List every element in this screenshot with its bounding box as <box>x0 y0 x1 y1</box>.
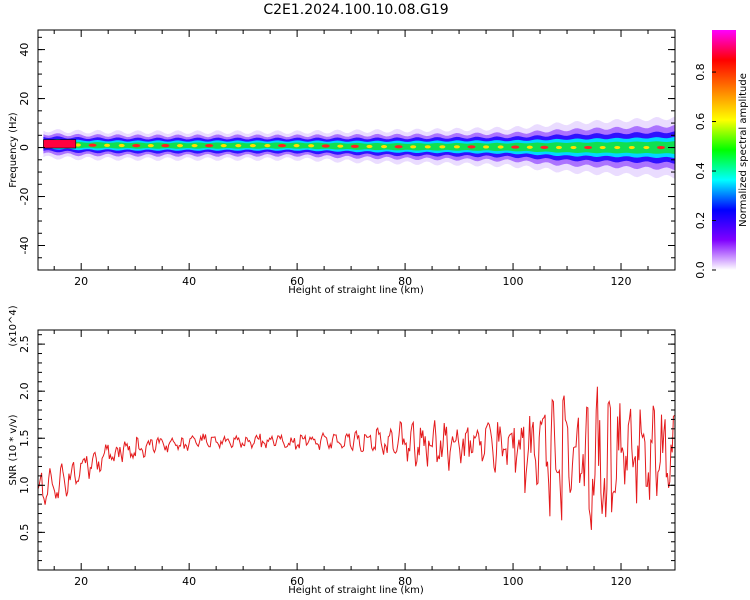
spectral-peak <box>394 145 403 149</box>
spectral-peak <box>439 145 446 149</box>
chart-title: C2E1.2024.100.10.08.G19 <box>263 2 448 18</box>
x-tick-label: 100 <box>503 275 524 288</box>
spectral-peak <box>321 144 330 148</box>
colorbar-tick-label: 0.4 <box>694 162 707 180</box>
colorbar-label: Normalized spectral amplitude <box>738 73 749 227</box>
spectral-peak <box>249 143 256 148</box>
spectral-peak <box>483 145 490 149</box>
spectral-peak <box>220 143 227 148</box>
spectral-peak <box>74 143 81 147</box>
x-tick-label: 40 <box>182 575 196 588</box>
x-tick-label: 120 <box>611 275 632 288</box>
y-tick-label: 20 <box>18 92 31 106</box>
spectral-strong-segment <box>43 139 77 149</box>
spectral-peak <box>628 145 635 150</box>
y-tick-label: 0.5 <box>18 524 31 542</box>
spectral-peak <box>176 143 183 148</box>
snr-series-line <box>37 386 675 530</box>
spectral-peak <box>132 143 141 148</box>
spectrogram-y-ticks: 40 20 0 -20 -40 <box>18 36 675 271</box>
spectral-peak <box>293 143 300 148</box>
spectral-peak <box>350 144 359 148</box>
snr-frame <box>37 329 676 571</box>
colorbar-ticks: 0.0 0.2 0.4 0.6 0.8 <box>694 63 716 279</box>
spectral-peak <box>570 145 577 150</box>
snr-y-ticks: 0.5 1.0 1.5 2.0 2.5 <box>18 334 675 571</box>
spectral-peak <box>381 145 388 149</box>
colorbar-tick-label: 0.0 <box>694 261 707 279</box>
spectral-peak <box>540 145 549 149</box>
spectral-peak <box>467 145 476 149</box>
y-tick-label: 0 <box>18 144 31 151</box>
x-tick-label: 60 <box>290 575 304 588</box>
spectral-peak <box>118 143 125 148</box>
snr-x-ticks: 20 40 60 80 100 120 <box>53 330 676 588</box>
colorbar: 0.0 0.2 0.4 0.6 0.8 Normalized spectral ampl… <box>694 30 749 279</box>
spectral-peak <box>584 145 593 150</box>
spectral-peak <box>104 143 111 147</box>
spectrogram-panel: 20 40 60 80 100 120 40 20 0 -20 -40 Height of str… <box>8 29 676 296</box>
y-tick-label: -40 <box>18 237 31 255</box>
x-tick-label: 80 <box>398 275 412 288</box>
x-tick-label: 40 <box>182 275 196 288</box>
y-tick-label: 1.0 <box>18 477 31 495</box>
spectral-peak <box>497 145 504 149</box>
spectral-peak <box>526 145 533 149</box>
spectral-peak <box>410 145 417 149</box>
x-tick-label: 20 <box>74 275 88 288</box>
spectrogram-frame <box>37 29 676 271</box>
y-tick-label: 2.5 <box>18 335 31 353</box>
snr-x-label: Height of straight line (km) <box>288 585 424 596</box>
x-tick-label: 60 <box>290 275 304 288</box>
y-tick-label: -20 <box>18 188 31 206</box>
snr-plot-area <box>38 330 675 570</box>
snr-panel: 20 40 60 80 100 120 0.5 1.0 1.5 2.0 2.5 Height of… <box>8 305 676 596</box>
spectral-peak <box>614 145 621 150</box>
spectrogram-x-ticks: 20 40 60 80 100 120 <box>53 30 676 288</box>
x-tick-label: 80 <box>398 575 412 588</box>
colorbar-gradient <box>712 30 736 270</box>
colorbar-tick-label: 0.2 <box>694 212 707 230</box>
x-tick-label: 100 <box>503 575 524 588</box>
x-tick-label: 20 <box>74 575 88 588</box>
x-tick-label: 120 <box>611 575 632 588</box>
spectral-peak <box>205 143 214 148</box>
spectral-peak <box>555 145 562 150</box>
spectral-band <box>43 141 675 154</box>
spectral-peak <box>656 145 665 150</box>
spectral-peak <box>161 143 170 148</box>
spectral-peak <box>511 145 520 149</box>
spectrogram-y-label: Frequency (Hz) <box>8 112 19 188</box>
spectral-peak <box>599 145 606 150</box>
spectral-peak <box>366 144 373 149</box>
spectral-peak <box>424 145 431 149</box>
spectral-peak <box>278 143 287 148</box>
spectrogram-x-label: Height of straight line (km) <box>288 285 424 296</box>
snr-y-label: SNR (10 * v/v) <box>8 414 19 485</box>
spectral-peak <box>235 143 242 148</box>
y-tick-label: 1.5 <box>18 429 31 447</box>
spectrogram-heatmap <box>43 116 675 179</box>
colorbar-tick-label: 0.6 <box>694 113 707 130</box>
spectral-peak <box>191 143 198 148</box>
y-tick-label: 40 <box>18 43 31 57</box>
spectral-peak <box>308 144 315 148</box>
colorbar-tick-label: 0.8 <box>694 63 707 81</box>
spectral-peak <box>337 144 344 148</box>
spectral-peak <box>643 145 650 150</box>
snr-y-multiplier: (x10^4) <box>8 305 19 346</box>
spectral-peak <box>264 143 271 148</box>
spectral-peak <box>453 145 460 149</box>
spectral-peak <box>147 143 154 148</box>
y-tick-label: 2.0 <box>18 382 31 400</box>
spectral-peak <box>88 143 97 147</box>
